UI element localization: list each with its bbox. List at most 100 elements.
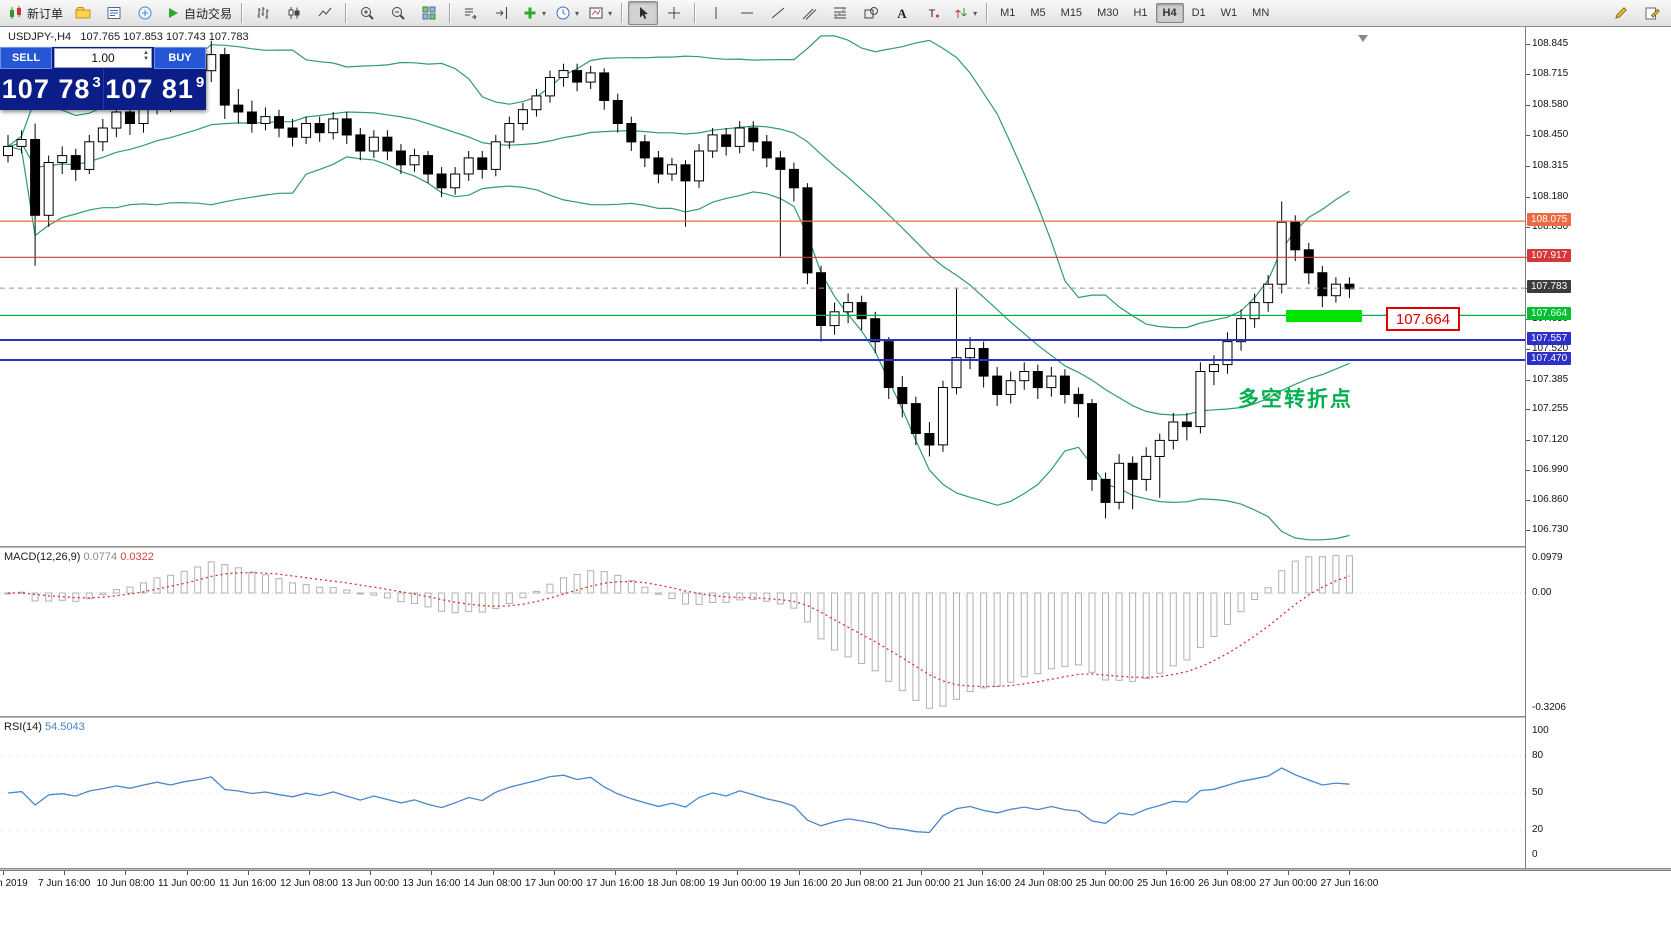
price-axis-label: 106.730 bbox=[1532, 523, 1569, 535]
toolbar-separator bbox=[986, 3, 989, 23]
tile-windows-button[interactable] bbox=[414, 1, 444, 25]
text-button[interactable]: A bbox=[887, 1, 917, 25]
rsi-indicator-label: RSI(14) 54.5043 bbox=[4, 721, 85, 733]
panel-splitter[interactable] bbox=[0, 716, 1671, 718]
auto-trading-icon bbox=[165, 5, 181, 21]
price-callout-label[interactable]: 107.664 bbox=[1386, 307, 1460, 331]
chart-shift-button[interactable] bbox=[487, 1, 517, 25]
highlight-rectangle[interactable] bbox=[1286, 310, 1362, 322]
time-axis-label: 27 Jun 00:00 bbox=[1259, 878, 1318, 889]
timeframe-m15-button[interactable]: M15 bbox=[1060, 7, 1083, 19]
time-axis-tick bbox=[1227, 871, 1228, 875]
price-axis-label: 108.845 bbox=[1532, 38, 1569, 50]
auto-scroll-button[interactable] bbox=[456, 1, 486, 25]
periods-button[interactable]: ▾ bbox=[551, 1, 583, 25]
toolbar-separator bbox=[449, 3, 452, 23]
price-line-badge: 107.783 bbox=[1527, 280, 1572, 294]
time-axis-tick bbox=[553, 871, 555, 875]
publish-button[interactable] bbox=[1637, 1, 1667, 25]
vline-icon bbox=[708, 5, 724, 21]
toolbar-separator bbox=[694, 3, 697, 23]
annotation-text[interactable]: 多空转折点 bbox=[1238, 388, 1353, 411]
rsi-axis-label: 80 bbox=[1532, 749, 1544, 761]
profiles-button[interactable] bbox=[68, 1, 98, 25]
buy-price[interactable]: 107 81 9 bbox=[105, 74, 205, 104]
price-axis-label: 107.385 bbox=[1532, 373, 1569, 385]
time-axis-tick bbox=[309, 871, 310, 875]
price-line-badge: 107.917 bbox=[1527, 249, 1572, 263]
timeframe-w1-button[interactable]: W1 bbox=[1220, 7, 1238, 19]
rsi-panel[interactable]: RSI(14) 54.5043 bbox=[0, 718, 1525, 868]
one-click-trading-widget: SELL 1.00 ▲ ▼ BUY 107 78 3 107 81 9 bbox=[0, 47, 206, 110]
crosshair-button[interactable] bbox=[659, 1, 689, 25]
macd-indicator-label: MACD(12,26,9) 0.0774 0.0322 bbox=[4, 551, 154, 563]
main-toolbar: 新订单 自动交易 ▾ ▾ ▾ A T ▾ M1 M5 M15 M30 H1 H4 D1 W1 MN bbox=[0, 0, 1671, 27]
zoom-out-button[interactable] bbox=[383, 1, 413, 25]
time-axis-tick bbox=[370, 871, 372, 875]
market-watch-icon bbox=[106, 5, 122, 21]
arrows-button[interactable]: ▾ bbox=[949, 1, 981, 25]
cursor-button[interactable] bbox=[628, 1, 659, 25]
hline-icon bbox=[739, 5, 755, 21]
price-axis-tick bbox=[1526, 500, 1530, 502]
auto-scroll-icon bbox=[463, 5, 479, 21]
templates-icon bbox=[588, 5, 604, 21]
panel-splitter[interactable] bbox=[0, 868, 1671, 870]
timeframe-m1-button[interactable]: M1 bbox=[1000, 7, 1016, 19]
zoom-in-button[interactable] bbox=[352, 1, 382, 25]
auto-trading-button[interactable]: 自动交易 bbox=[161, 1, 236, 25]
svg-text:A: A bbox=[897, 6, 907, 21]
horizontal-line-button[interactable] bbox=[732, 1, 762, 25]
price-chart-panel[interactable]: USDJPY-,H4 107.765 107.853 107.743 107.7… bbox=[0, 27, 1525, 546]
time-axis-tick bbox=[64, 871, 66, 875]
dropdown-arrow-icon: ▾ bbox=[575, 8, 580, 18]
timeframe-h1-button[interactable]: H1 bbox=[1133, 7, 1148, 19]
timeframe-mn-button[interactable]: MN bbox=[1252, 7, 1270, 19]
time-axis-tick bbox=[1165, 871, 1167, 875]
buy-button[interactable]: BUY bbox=[154, 47, 206, 69]
svg-text:T: T bbox=[929, 8, 936, 20]
macd-panel[interactable]: MACD(12,26,9) 0.0774 0.0322 bbox=[0, 548, 1525, 716]
label-button[interactable]: T bbox=[918, 1, 948, 25]
price-axis-tick bbox=[1526, 379, 1530, 381]
panel-splitter[interactable] bbox=[0, 546, 1671, 548]
toolbar-separator bbox=[345, 3, 348, 23]
edit-button[interactable] bbox=[1606, 1, 1636, 25]
timeframe-h4-button[interactable]: H4 bbox=[1155, 3, 1184, 23]
price-axis[interactable]: 108.845 108.715 108.580 108.450 108.315 108.1… bbox=[1525, 27, 1671, 868]
sell-button[interactable]: SELL bbox=[0, 47, 52, 69]
time-axis-label: 21 Jun 16:00 bbox=[953, 878, 1012, 889]
timeframe-d1-button[interactable]: D1 bbox=[1191, 7, 1206, 19]
time-axis-tick bbox=[431, 871, 433, 875]
vertical-line-button[interactable] bbox=[701, 1, 731, 25]
timeframe-m5-button[interactable]: M5 bbox=[1030, 7, 1046, 19]
fibonacci-button[interactable] bbox=[825, 1, 855, 25]
volume-input[interactable]: 1.00 ▲ ▼ bbox=[54, 48, 152, 68]
indicators-button[interactable]: ▾ bbox=[518, 1, 550, 25]
bar-chart-button[interactable] bbox=[248, 1, 278, 25]
rsi-axis-label: 20 bbox=[1532, 824, 1544, 836]
data-window-button[interactable] bbox=[130, 1, 160, 25]
volume-stepper[interactable]: ▲ ▼ bbox=[143, 50, 149, 62]
line-chart-button[interactable] bbox=[310, 1, 340, 25]
time-axis-tick bbox=[1043, 871, 1045, 875]
chart-shift-marker[interactable] bbox=[1358, 35, 1368, 42]
price-line-badge: 107.557 bbox=[1527, 332, 1572, 345]
dropdown-arrow-icon: ▾ bbox=[973, 8, 978, 18]
time-axis-label: 24 Jun 08:00 bbox=[1014, 878, 1073, 889]
time-axis-label: 13 Jun 00:00 bbox=[341, 878, 400, 889]
sell-price[interactable]: 107 78 3 bbox=[0, 69, 104, 110]
shapes-button[interactable] bbox=[856, 1, 886, 25]
timeframe-m30-button[interactable]: M30 bbox=[1097, 7, 1119, 19]
zoom-out-icon bbox=[390, 5, 406, 21]
channel-button[interactable] bbox=[794, 1, 824, 25]
new-order-button[interactable]: 新订单 bbox=[4, 1, 67, 25]
trendline-button[interactable] bbox=[763, 1, 793, 25]
price-axis-label: 108.450 bbox=[1532, 128, 1569, 140]
cursor-icon bbox=[635, 5, 651, 21]
price-line-badge: 108.075 bbox=[1527, 213, 1572, 227]
templates-button[interactable]: ▾ bbox=[584, 1, 616, 25]
candle-chart-button[interactable] bbox=[279, 1, 309, 25]
market-watch-button[interactable] bbox=[99, 1, 129, 25]
